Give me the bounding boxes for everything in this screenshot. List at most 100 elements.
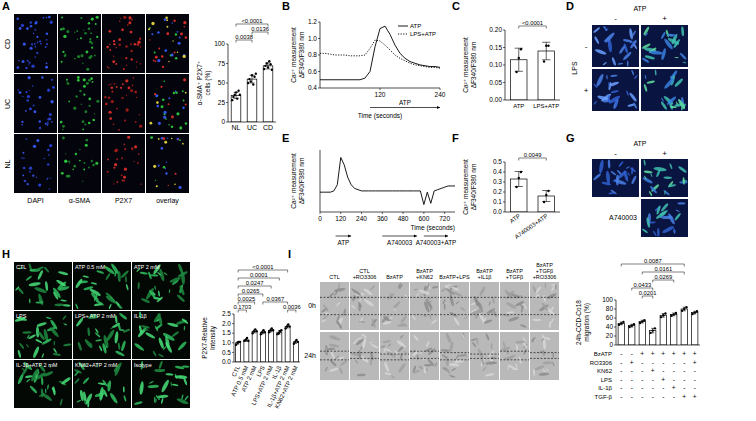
cell — [74, 371, 79, 377]
category-label: ATP 2 mM — [240, 365, 257, 393]
cell — [47, 384, 49, 390]
cell — [669, 163, 673, 170]
data-point — [268, 60, 270, 62]
comparison-bracket — [653, 280, 674, 283]
cell — [68, 160, 70, 162]
cell — [424, 364, 433, 367]
cell — [82, 181, 83, 182]
cell — [673, 228, 676, 233]
cell — [161, 55, 163, 57]
cell — [118, 305, 123, 309]
cell — [175, 173, 177, 175]
cell — [99, 392, 105, 396]
p-value: 0.0433 — [633, 282, 651, 288]
cell — [546, 292, 557, 300]
cell — [153, 165, 156, 168]
cell — [682, 177, 684, 185]
error-bar — [278, 331, 280, 334]
bar — [681, 309, 687, 345]
cell — [46, 62, 48, 64]
condition-level: - — [673, 393, 675, 400]
y-tick-label: 100 — [214, 40, 225, 47]
data-point — [264, 331, 266, 333]
cell — [616, 175, 619, 186]
cell — [45, 66, 48, 69]
cell — [117, 271, 121, 282]
cell — [423, 315, 427, 317]
cell — [623, 38, 633, 43]
cell — [343, 308, 347, 316]
cell — [47, 178, 48, 179]
data-point — [545, 45, 547, 47]
cell — [470, 308, 482, 316]
comparison-bracket — [288, 310, 296, 313]
cell — [371, 318, 376, 328]
cell — [605, 26, 606, 30]
condition-level: + — [693, 359, 697, 366]
cell — [115, 63, 117, 65]
cell — [551, 284, 556, 286]
comparison-bracket — [238, 278, 279, 281]
p-value: 0.0001 — [250, 272, 268, 278]
cell — [42, 17, 44, 19]
micrograph — [320, 332, 349, 380]
cell — [23, 167, 26, 170]
row-label: + — [584, 86, 589, 95]
cell — [66, 30, 69, 33]
cell — [663, 38, 674, 51]
cell — [541, 337, 545, 341]
cell — [123, 179, 125, 181]
micrograph — [73, 360, 131, 408]
cell — [88, 97, 91, 100]
cell — [27, 60, 29, 62]
column-label-line: +KN62 — [416, 274, 433, 280]
cell — [168, 185, 169, 186]
x-axis — [505, 100, 560, 101]
cell — [133, 77, 135, 79]
cell — [423, 365, 426, 373]
cell — [626, 166, 630, 169]
cell — [90, 282, 97, 285]
cell — [455, 301, 459, 305]
cell — [77, 55, 80, 58]
error-bar — [683, 307, 686, 311]
bar — [618, 323, 624, 345]
data-point — [272, 329, 274, 331]
cell — [95, 339, 102, 342]
column-label: BzATP — [386, 274, 403, 280]
cell — [543, 339, 546, 350]
cell — [80, 37, 82, 39]
cell — [88, 105, 90, 107]
cell — [177, 263, 184, 274]
data-point — [520, 171, 522, 173]
cell — [113, 167, 115, 169]
cell — [78, 56, 80, 58]
cell — [320, 319, 326, 323]
data-point — [662, 314, 664, 316]
y-tick — [614, 327, 616, 328]
condition-level: - — [641, 393, 643, 400]
cell — [183, 21, 186, 24]
cell — [171, 138, 173, 140]
micrograph-ground — [132, 360, 190, 408]
cell — [594, 36, 600, 45]
cell — [162, 98, 164, 100]
comparison-bracket — [236, 40, 252, 43]
x-tick — [380, 88, 381, 90]
cell — [77, 38, 78, 39]
cell — [183, 100, 185, 102]
cell — [158, 290, 161, 296]
micrograph — [641, 25, 688, 67]
y-tick — [503, 172, 505, 173]
cell — [167, 322, 179, 328]
cell — [415, 292, 420, 297]
cell — [29, 298, 31, 303]
cell — [137, 327, 148, 338]
micrograph — [410, 282, 439, 330]
cell — [165, 373, 173, 376]
cell — [62, 27, 65, 30]
error-stem — [631, 324, 632, 327]
cell — [185, 92, 187, 94]
x-tick-label: 240 — [435, 91, 446, 98]
bar — [252, 331, 257, 362]
